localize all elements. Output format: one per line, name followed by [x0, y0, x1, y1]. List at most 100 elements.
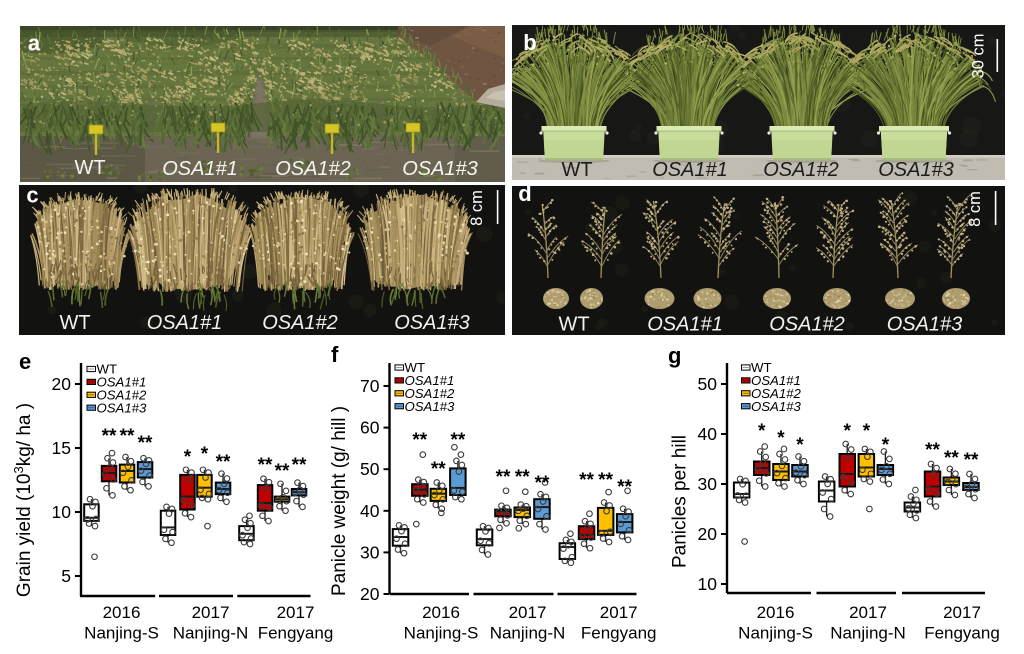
svg-text:Grain yield (103kg/ ha ): Grain yield (103kg/ ha ): [11, 403, 36, 597]
svg-text:2017: 2017: [509, 603, 547, 622]
svg-text:20: 20: [52, 374, 72, 394]
svg-text:15: 15: [52, 438, 71, 458]
svg-text:WT: WT: [59, 312, 90, 334]
svg-text:**: **: [258, 455, 273, 476]
svg-text:**: **: [120, 426, 135, 447]
svg-text:Nanjing-N: Nanjing-N: [830, 624, 906, 643]
svg-text:*: *: [758, 421, 766, 442]
svg-text:OSA1#1: OSA1#1: [652, 159, 728, 181]
svg-text:**: **: [964, 450, 979, 471]
svg-text:g: g: [668, 343, 681, 368]
svg-text:**: **: [216, 452, 231, 473]
svg-text:OSA1#3: OSA1#3: [751, 399, 802, 414]
svg-text:Panicle weight (g/ hill ): Panicle weight (g/ hill ): [329, 406, 350, 596]
svg-text:70: 70: [360, 376, 380, 396]
svg-text:40: 40: [360, 501, 380, 521]
svg-text:WT: WT: [751, 360, 772, 375]
svg-text:**: **: [617, 477, 632, 498]
svg-text:*: *: [843, 421, 851, 442]
svg-text:**: **: [275, 461, 290, 482]
svg-text:OSA1#2: OSA1#2: [763, 159, 839, 181]
svg-text:Nanjing-S: Nanjing-S: [84, 624, 159, 643]
svg-text:20: 20: [698, 524, 718, 544]
svg-text:**: **: [598, 470, 613, 491]
svg-text:20: 20: [360, 584, 380, 604]
svg-text:50: 50: [360, 459, 380, 479]
svg-text:OSA1#1: OSA1#1: [162, 158, 238, 180]
svg-text:Nanjing-N: Nanjing-N: [173, 624, 249, 643]
svg-text:OSA1#1: OSA1#1: [751, 373, 801, 388]
svg-text:WT: WT: [74, 157, 105, 179]
svg-text:**: **: [138, 433, 153, 454]
svg-text:OSA1#2: OSA1#2: [262, 312, 338, 334]
svg-text:Fengyang: Fengyang: [924, 624, 1000, 643]
svg-text:f: f: [331, 342, 339, 367]
svg-text:40: 40: [698, 424, 718, 444]
svg-text:d: d: [518, 181, 531, 206]
svg-text:OSA1#2: OSA1#2: [769, 314, 845, 336]
svg-text:**: **: [515, 467, 530, 488]
svg-text:30 cm: 30 cm: [970, 34, 988, 79]
svg-text:Fengyang: Fengyang: [258, 624, 334, 643]
svg-text:OSA1#3: OSA1#3: [887, 314, 963, 336]
svg-text:**: **: [496, 467, 511, 488]
svg-text:OSA1#2: OSA1#2: [275, 158, 351, 180]
svg-text:Nanjing-S: Nanjing-S: [738, 624, 813, 643]
svg-text:OSA1#1: OSA1#1: [647, 314, 723, 336]
svg-text:*: *: [777, 428, 785, 449]
svg-text:Panicles per hill: Panicles per hill: [670, 435, 691, 568]
svg-text:OSA1#3: OSA1#3: [97, 400, 148, 415]
svg-text:**: **: [451, 430, 466, 451]
svg-text:2017: 2017: [192, 603, 230, 622]
svg-text:**: **: [579, 470, 594, 491]
svg-text:**: **: [431, 459, 446, 480]
svg-text:2016: 2016: [103, 603, 141, 622]
svg-text:2016: 2016: [422, 603, 460, 622]
svg-text:a: a: [28, 31, 41, 56]
svg-text:5: 5: [61, 566, 71, 586]
svg-text:OSA1#1: OSA1#1: [405, 373, 455, 388]
svg-text:2016: 2016: [757, 603, 795, 622]
svg-text:60: 60: [360, 418, 380, 438]
svg-text:**: **: [102, 426, 117, 447]
svg-text:OSA1#2: OSA1#2: [751, 386, 802, 401]
svg-text:WT: WT: [97, 362, 118, 377]
svg-text:10: 10: [52, 502, 72, 522]
svg-text:OSA1#3: OSA1#3: [405, 399, 456, 414]
svg-text:10: 10: [698, 574, 718, 594]
svg-text:**: **: [292, 455, 307, 476]
svg-text:OSA1#1: OSA1#1: [97, 375, 147, 390]
svg-text:*: *: [882, 435, 890, 456]
svg-text:*: *: [796, 435, 804, 456]
svg-text:OSA1#2: OSA1#2: [97, 387, 148, 402]
svg-text:2017: 2017: [277, 603, 315, 622]
svg-text:**: **: [925, 440, 940, 461]
svg-text:OSA1#1: OSA1#1: [147, 312, 223, 334]
svg-text:30: 30: [360, 542, 380, 562]
svg-text:2017: 2017: [600, 603, 638, 622]
svg-text:Nanjing-N: Nanjing-N: [490, 624, 566, 643]
svg-text:Nanjing-S: Nanjing-S: [404, 624, 479, 643]
svg-text:30: 30: [698, 474, 718, 494]
svg-text:WT: WT: [405, 360, 426, 375]
svg-text:OSA1#3: OSA1#3: [402, 158, 478, 180]
svg-text:2017: 2017: [943, 603, 981, 622]
svg-text:*: *: [201, 444, 209, 465]
svg-text:8 cm: 8 cm: [468, 190, 486, 226]
svg-text:OSA1#3: OSA1#3: [878, 159, 954, 181]
svg-text:8 cm: 8 cm: [966, 191, 984, 227]
svg-text:*: *: [863, 421, 871, 442]
svg-text:**: **: [535, 473, 550, 494]
svg-text:50: 50: [698, 374, 718, 394]
svg-text:WT: WT: [561, 159, 592, 181]
svg-text:WT: WT: [558, 314, 589, 336]
svg-text:*: *: [184, 447, 192, 468]
svg-text:Fengyang: Fengyang: [581, 624, 657, 643]
svg-text:2017: 2017: [849, 603, 887, 622]
svg-text:**: **: [412, 430, 427, 451]
svg-text:c: c: [26, 183, 38, 208]
svg-text:**: **: [944, 448, 959, 469]
svg-text:b: b: [523, 30, 536, 55]
svg-text:OSA1#2: OSA1#2: [405, 386, 456, 401]
svg-text:OSA1#3: OSA1#3: [394, 312, 470, 334]
